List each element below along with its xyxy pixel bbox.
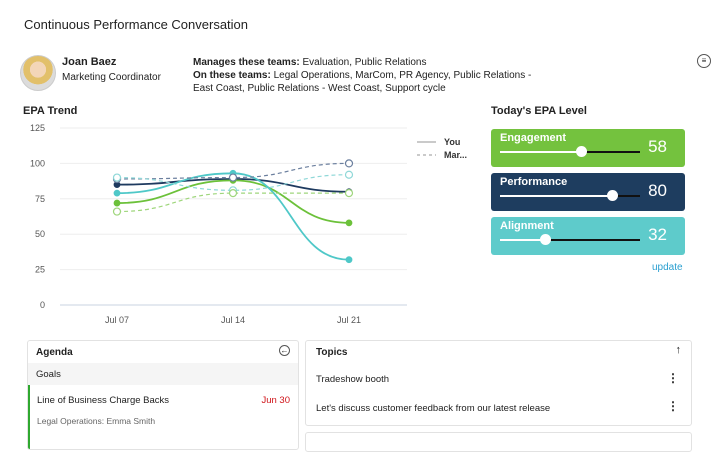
data-point[interactable] bbox=[344, 159, 354, 168]
goal-owner: Legal Operations: Emma Smith bbox=[37, 416, 156, 426]
manages-label: Manages these teams: bbox=[193, 57, 300, 68]
chart-title: EPA Trend bbox=[23, 105, 78, 117]
epa-slider[interactable] bbox=[500, 234, 640, 245]
epa-card-performance: Performance 80 bbox=[491, 173, 685, 211]
avatar bbox=[20, 55, 56, 91]
data-point[interactable] bbox=[112, 173, 122, 182]
epa-value: 80 bbox=[648, 181, 667, 200]
data-point[interactable] bbox=[228, 189, 238, 198]
on-teams-label: On these teams: bbox=[193, 70, 271, 81]
goal-due-date: Jun 30 bbox=[261, 395, 290, 406]
goal-status-bar bbox=[28, 385, 30, 449]
epa-card-alignment: Alignment 32 bbox=[491, 217, 685, 255]
topics-panel: Topics ↑ Tradeshow booth ⋮ Let's discuss… bbox=[305, 340, 692, 426]
data-point[interactable] bbox=[344, 189, 354, 198]
data-point[interactable] bbox=[228, 173, 238, 182]
y-tick-label: 100 bbox=[30, 158, 45, 168]
manages-teams: Evaluation, Public Relations bbox=[299, 57, 427, 68]
slider-handle[interactable] bbox=[539, 234, 551, 245]
data-point[interactable] bbox=[345, 256, 353, 264]
y-tick-label: 75 bbox=[35, 194, 45, 204]
topics-title: Topics bbox=[316, 347, 348, 358]
sort-arrow-up-icon[interactable]: ↑ bbox=[675, 344, 682, 356]
x-tick-label: Jul 07 bbox=[105, 315, 129, 325]
epa-label: Performance bbox=[500, 176, 568, 188]
y-tick-label: 0 bbox=[40, 300, 45, 310]
epa-level-title: Today's EPA Level bbox=[491, 105, 587, 117]
slider-fill bbox=[500, 195, 612, 197]
slider-handle[interactable] bbox=[576, 146, 588, 157]
y-tick-label: 125 bbox=[30, 123, 45, 133]
epa-value: 32 bbox=[648, 225, 667, 244]
on-teams: Legal Operations, MarCom, PR Agency, Pub… bbox=[193, 70, 532, 94]
update-link[interactable]: update bbox=[652, 262, 683, 273]
next-panel bbox=[305, 432, 692, 452]
y-tick-label: 25 bbox=[35, 265, 45, 275]
epa-value: 58 bbox=[648, 137, 667, 156]
more-vertical-icon[interactable]: ⋮ bbox=[667, 371, 679, 385]
slider-fill bbox=[500, 239, 545, 241]
data-point[interactable] bbox=[113, 199, 121, 207]
series-line bbox=[116, 172, 350, 261]
data-point[interactable] bbox=[345, 219, 353, 227]
epa-label: Engagement bbox=[500, 132, 567, 144]
goal-title[interactable]: Line of Business Charge Backs bbox=[37, 395, 170, 406]
epa-slider[interactable] bbox=[500, 146, 640, 157]
slider-handle[interactable] bbox=[607, 190, 618, 201]
agenda-title: Agenda bbox=[36, 347, 73, 358]
x-tick-label: Jul 14 bbox=[221, 315, 245, 325]
menu-circle-icon[interactable]: ≡ bbox=[697, 54, 711, 68]
legend-label[interactable]: Mar... bbox=[444, 150, 467, 160]
epa-card-engagement: Engagement 58 bbox=[491, 129, 685, 167]
more-vertical-icon[interactable]: ⋮ bbox=[667, 399, 679, 413]
x-tick-label: Jul 21 bbox=[337, 315, 361, 325]
data-point[interactable] bbox=[113, 189, 121, 197]
topic-item[interactable]: Let's discuss customer feedback from our… bbox=[316, 403, 551, 414]
goals-section[interactable]: Goals bbox=[28, 363, 298, 385]
epa-slider[interactable] bbox=[500, 190, 640, 201]
team-info: Manages these teams: Evaluation, Public … bbox=[193, 56, 533, 95]
topic-item[interactable]: Tradeshow booth bbox=[316, 374, 390, 385]
collapse-left-icon[interactable]: ← bbox=[279, 345, 290, 356]
epa-label: Alignment bbox=[500, 220, 554, 232]
agenda-panel: Agenda ← Goals Line of Business Charge B… bbox=[27, 340, 299, 450]
epa-trend-chart: 0 25 50 75 100 125 Jul 07 Jul 14 Jul 21 You Mar... bbox=[30, 123, 467, 325]
y-tick-label: 50 bbox=[35, 229, 45, 239]
data-point[interactable] bbox=[344, 170, 354, 179]
series-line bbox=[116, 192, 349, 213]
page-title: Continuous Performance Conversation bbox=[24, 17, 249, 32]
data-point[interactable] bbox=[112, 207, 122, 216]
slider-fill bbox=[500, 151, 582, 153]
legend-label[interactable]: You bbox=[444, 137, 460, 147]
profile-role: Marketing Coordinator bbox=[62, 72, 161, 83]
profile-name: Joan Baez bbox=[62, 56, 117, 68]
